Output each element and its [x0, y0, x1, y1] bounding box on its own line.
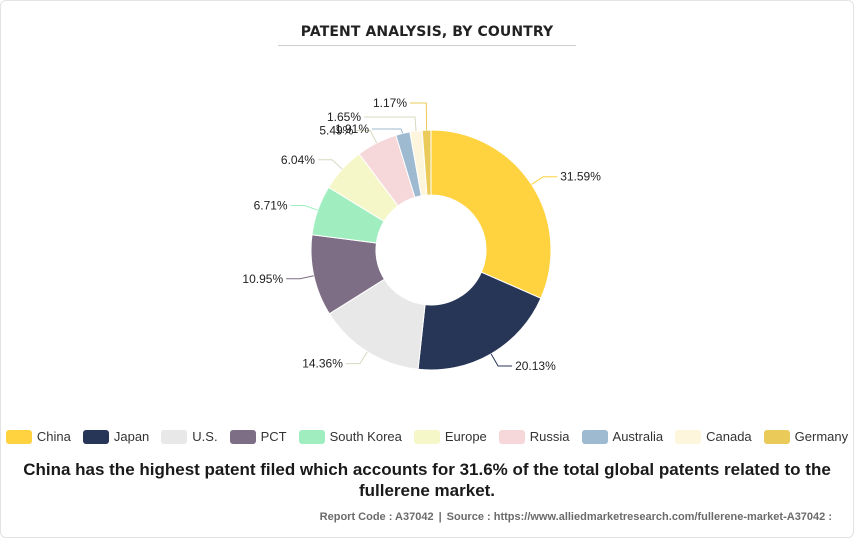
legend-item-south-korea[interactable]: South Korea: [298, 429, 402, 444]
legend-item-canada[interactable]: Canada: [675, 429, 752, 444]
legend-item-australia[interactable]: Australia: [581, 429, 664, 444]
legend-item-russia[interactable]: Russia: [498, 429, 570, 444]
data-label-europe: 6.04%: [281, 153, 315, 167]
leader-line-china: [531, 176, 558, 185]
leader-line-japan: [490, 353, 513, 367]
legend-label: Japan: [113, 429, 150, 444]
legend-item-china[interactable]: China: [5, 429, 71, 444]
legend-swatch: [5, 429, 32, 444]
legend-swatch: [82, 429, 109, 444]
slice-japan[interactable]: [417, 271, 542, 371]
legend-item-japan[interactable]: Japan: [82, 429, 150, 444]
data-label-russia: 5.49%: [319, 124, 353, 138]
slice-germany[interactable]: [421, 129, 432, 196]
leader-line-south-korea: [290, 205, 318, 211]
leader-line-europe: [317, 159, 343, 170]
source-footer: Report Code : A37042 | Source : https://ww…: [320, 511, 832, 523]
legend-label: Australia: [612, 429, 664, 444]
legend-swatch: [298, 429, 325, 444]
leader-line-canada: [364, 116, 417, 131]
legend-label: Russia: [529, 429, 570, 444]
leader-line-australia: [372, 128, 404, 134]
legend-swatch: [675, 429, 702, 444]
data-label-south-korea: 6.71%: [254, 199, 288, 213]
legend-item-pct[interactable]: PCT: [229, 429, 287, 444]
legend-item-germany[interactable]: Germany: [763, 429, 849, 444]
data-label-u-s: 14.36%: [302, 357, 343, 371]
source-link[interactable]: Source : https://www.alliedmarketresearc…: [446, 511, 832, 523]
leader-line-u-s: [345, 351, 368, 365]
footer-separator: |: [438, 511, 442, 523]
leader-line-russia: [356, 130, 378, 144]
chart-title: PATENT ANALYSIS, BY COUNTRY: [300, 24, 554, 40]
legend-swatch: [763, 429, 790, 444]
data-label-japan: 20.13%: [515, 359, 556, 373]
leader-line-germany: [410, 102, 428, 131]
donut-chart: 31.59%20.13%14.36%10.95%6.71%6.04%5.49%1…: [242, 96, 601, 373]
chart-legend: China Japan U.S. PCT South Korea Europe Russia…: [0, 429, 854, 444]
legend-swatch: [229, 429, 256, 444]
data-label-australia: 1.91%: [335, 122, 369, 136]
leader-line-pct: [286, 275, 314, 280]
legend-label: U.S.: [192, 429, 218, 444]
legend-label: China: [36, 429, 71, 444]
headline-text: China has the highest patent filed which…: [23, 460, 831, 500]
legend-item-u-s[interactable]: U.S.: [161, 429, 218, 444]
legend-swatch: [581, 429, 608, 444]
data-label-germany: 1.17%: [373, 96, 407, 110]
legend-label: South Korea: [329, 429, 402, 444]
legend-item-europe[interactable]: Europe: [413, 429, 487, 444]
data-label-pct: 10.95%: [242, 272, 283, 286]
slice-china[interactable]: [430, 129, 552, 299]
legend-label: Canada: [706, 429, 752, 444]
data-label-china: 31.59%: [560, 170, 601, 184]
legend-label: PCT: [260, 429, 287, 444]
report-code: Report Code : A37042: [319, 511, 434, 523]
legend-label: Europe: [444, 429, 487, 444]
legend-swatch: [413, 429, 440, 444]
data-label-canada: 1.65%: [327, 110, 361, 124]
legend-label: Germany: [794, 429, 849, 444]
legend-swatch: [161, 429, 188, 444]
legend-swatch: [498, 429, 525, 444]
title-underline: [278, 45, 576, 46]
